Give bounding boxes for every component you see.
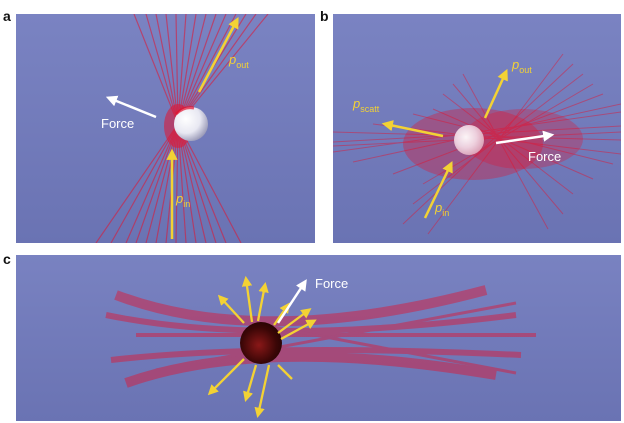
panel-b-label: b xyxy=(320,8,329,24)
panel-c: Force xyxy=(16,255,621,421)
force-label-a: Force xyxy=(101,116,134,131)
panel-a: Force pout pin xyxy=(16,14,315,243)
panel-b-illustration: Force pout pscatt pin xyxy=(333,14,621,243)
force-label-b: Force xyxy=(528,149,561,164)
force-label-c: Force xyxy=(315,276,348,291)
force-arrow-b xyxy=(495,130,555,145)
p-out-label-a: pout xyxy=(228,52,249,70)
p-in-label-b: pin xyxy=(434,200,449,218)
particle-c xyxy=(240,322,282,364)
panel-a-illustration: Force pout pin xyxy=(16,14,315,243)
panel-c-label: c xyxy=(3,251,11,267)
p-out-arrow-b xyxy=(483,68,508,119)
p-scatt-label-b: pscatt xyxy=(352,96,380,114)
p-scatt-arrow-b xyxy=(381,120,444,138)
particle-a xyxy=(174,107,208,141)
panel-a-label: a xyxy=(3,8,11,24)
panel-b: Force pout pscatt pin xyxy=(333,14,621,243)
scatter-arrows-c xyxy=(207,275,317,419)
force-arrow-c xyxy=(276,279,307,324)
p-out-arrow-a xyxy=(197,17,239,93)
p-in-arrow-b xyxy=(423,160,453,219)
p-out-label-b: pout xyxy=(511,57,532,75)
force-arrow-a xyxy=(105,95,157,119)
p-in-label-a: pin xyxy=(175,191,190,209)
laser-beam-c xyxy=(105,285,536,388)
panel-c-illustration: Force xyxy=(16,255,621,421)
particle-b xyxy=(454,125,484,155)
